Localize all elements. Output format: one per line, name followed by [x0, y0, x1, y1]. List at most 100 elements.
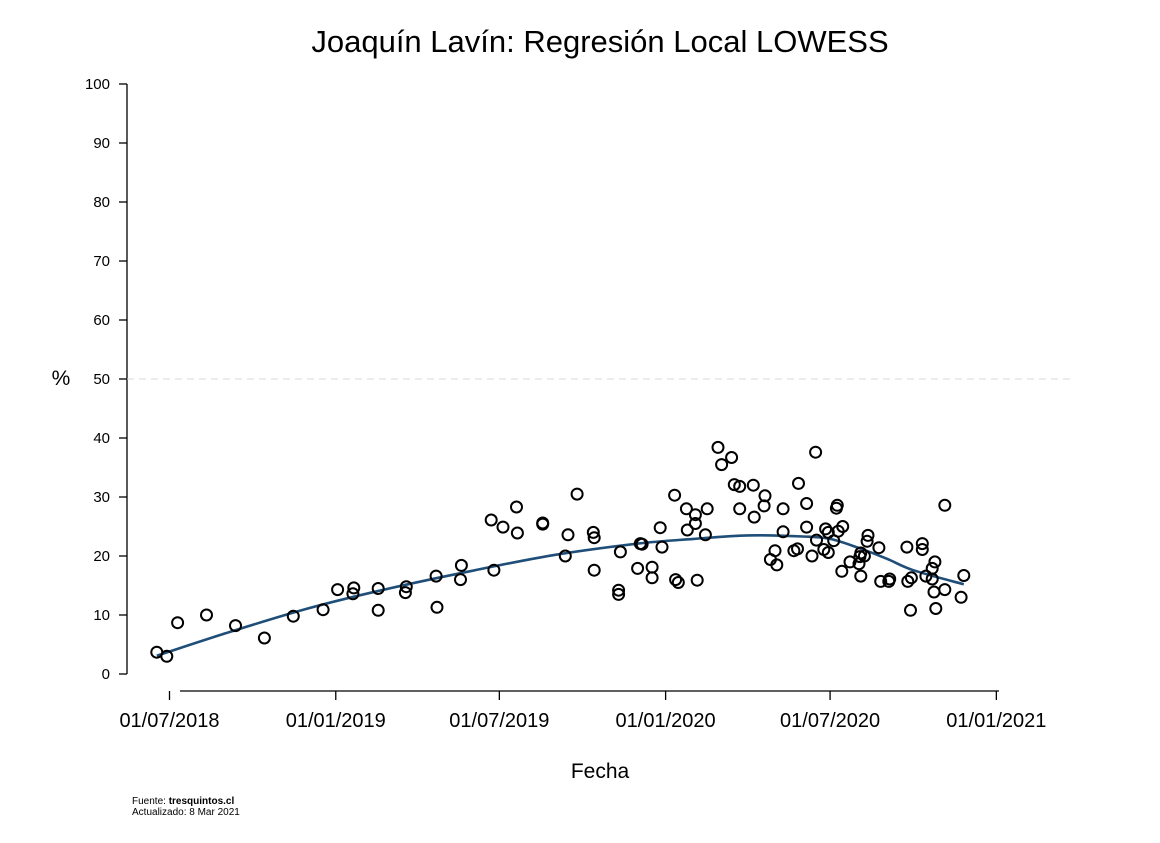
- data-point: [904, 571, 918, 585]
- chart-title: Joaquín Lavín: Regresión Local LOWESS: [311, 24, 888, 59]
- data-point: [668, 488, 682, 502]
- data-point: [645, 571, 659, 585]
- data-point: [768, 544, 782, 558]
- data-point: [957, 569, 971, 582]
- data-point: [928, 555, 942, 569]
- data-point: [800, 520, 814, 534]
- data-point: [561, 528, 575, 542]
- source-label: Fuente:: [132, 796, 166, 807]
- data-point: [954, 590, 968, 604]
- data-point: [570, 487, 584, 501]
- data-point: [819, 522, 833, 536]
- y-tick-label: 100: [85, 76, 110, 93]
- data-point: [776, 502, 790, 516]
- data-point: [587, 531, 601, 545]
- y-tick-label: 10: [93, 607, 110, 624]
- data-point: [171, 616, 185, 630]
- y-tick-label: 20: [93, 548, 110, 565]
- data-point: [746, 478, 760, 492]
- data-point: [861, 528, 875, 542]
- data-point: [655, 540, 669, 554]
- source-line: Fuente: tresquintos.cl: [132, 796, 240, 807]
- data-point: [510, 526, 524, 540]
- data-point: [872, 541, 886, 555]
- x-axis: 01/07/2018 01/01/2019 01/07/2019 01/01/2020…: [119, 690, 1046, 732]
- data-point: [429, 569, 443, 583]
- data-point: [399, 580, 413, 594]
- data-point: [929, 602, 943, 615]
- data-point: [430, 600, 444, 614]
- data-point: [487, 563, 501, 577]
- data-point: [558, 549, 572, 563]
- data-point: [727, 478, 741, 492]
- y-tick-label: 30: [93, 489, 110, 506]
- x-tick-label: 01/07/2018: [119, 710, 219, 732]
- data-point: [645, 560, 659, 574]
- data-point: [700, 502, 714, 516]
- data-point: [901, 574, 915, 588]
- data-point: [900, 540, 914, 554]
- data-point: [536, 517, 550, 531]
- y-tick-label: 50: [93, 371, 110, 388]
- data-point: [711, 440, 725, 454]
- y-tick-label: 90: [93, 135, 110, 152]
- y-axis: 0 10 20 30 40 50 60 70 80 90 100: [85, 76, 128, 683]
- x-axis-label: Fecha: [571, 760, 630, 783]
- data-point: [915, 543, 929, 556]
- data-point: [938, 498, 952, 512]
- data-point: [915, 537, 929, 551]
- data-point: [747, 510, 761, 524]
- data-point: [843, 555, 857, 569]
- data-point: [454, 573, 467, 587]
- data-point: [669, 573, 683, 587]
- data-point: [680, 523, 694, 537]
- data-point: [810, 533, 823, 547]
- data-point: [821, 546, 835, 559]
- data-point: [286, 609, 300, 623]
- y-tick-label: 0: [102, 666, 110, 683]
- data-point: [371, 582, 385, 595]
- data-point: [612, 583, 626, 597]
- data-point: [857, 549, 871, 563]
- data-point: [883, 572, 897, 586]
- data-point: [612, 587, 626, 601]
- data-point: [725, 451, 739, 464]
- x-tick-label: 01/07/2019: [449, 710, 549, 732]
- data-point: [346, 587, 360, 601]
- y-tick-label: 40: [93, 430, 110, 447]
- data-point: [653, 521, 667, 535]
- data-point: [331, 583, 345, 597]
- data-point: [587, 563, 601, 577]
- data-point: [679, 502, 693, 516]
- data-point: [854, 546, 868, 560]
- data-point: [671, 576, 685, 589]
- data-point: [454, 558, 468, 572]
- y-axis-label: %: [52, 367, 71, 390]
- y-tick-label: 60: [93, 312, 110, 329]
- data-point: [733, 502, 747, 516]
- data-point: [316, 603, 330, 617]
- y-tick-label: 80: [93, 194, 110, 211]
- data-point: [805, 549, 819, 563]
- source-value: tresquintos.cl: [168, 796, 235, 807]
- data-point: [904, 603, 917, 617]
- data-point: [698, 528, 712, 542]
- data-point: [586, 525, 600, 539]
- data-point: [938, 583, 952, 597]
- data-point: [800, 497, 814, 510]
- data-point: [371, 603, 385, 617]
- x-tick-label: 01/01/2019: [286, 710, 386, 732]
- data-point: [690, 573, 704, 587]
- data-point: [688, 508, 702, 522]
- data-point: [347, 581, 361, 595]
- data-point: [925, 561, 939, 575]
- data-point: [919, 569, 933, 583]
- x-tick-label: 01/01/2021: [946, 710, 1046, 732]
- data-point: [496, 520, 510, 534]
- data-point: [835, 564, 849, 578]
- data-point: [229, 619, 242, 633]
- data-point: [836, 520, 850, 533]
- data-point: [792, 476, 805, 490]
- data-point: [631, 561, 645, 575]
